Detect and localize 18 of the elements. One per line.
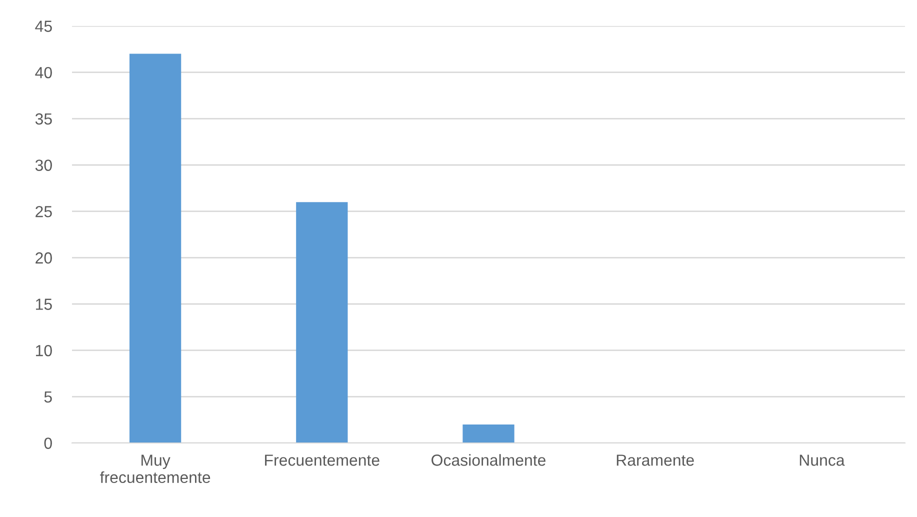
y-tick-label: 25 — [36, 206, 52, 218]
y-tick-label: 45 — [35, 20, 52, 32]
x-tick-label: Frecuentemente — [265, 454, 380, 466]
y-tick-label: 10 — [36, 344, 52, 356]
bar — [129, 54, 182, 443]
y-tick-label: 5 — [44, 391, 52, 403]
bar — [296, 202, 348, 443]
x-tick-label: Muy frecuentemente — [100, 454, 210, 484]
y-tick-label: 30 — [35, 160, 52, 171]
x-tick-label: Raramente — [616, 454, 694, 466]
y-tick-label: 0 — [44, 438, 52, 449]
y-tick-label: 35 — [35, 113, 52, 125]
y-tick-label: 20 — [36, 252, 52, 264]
bar — [462, 424, 514, 443]
y-tick-label: 40 — [35, 66, 52, 78]
x-tick-label: Nunca — [800, 454, 845, 466]
y-tick-label: 15 — [36, 298, 52, 310]
x-tick-label: Ocasionalmente — [432, 454, 546, 466]
